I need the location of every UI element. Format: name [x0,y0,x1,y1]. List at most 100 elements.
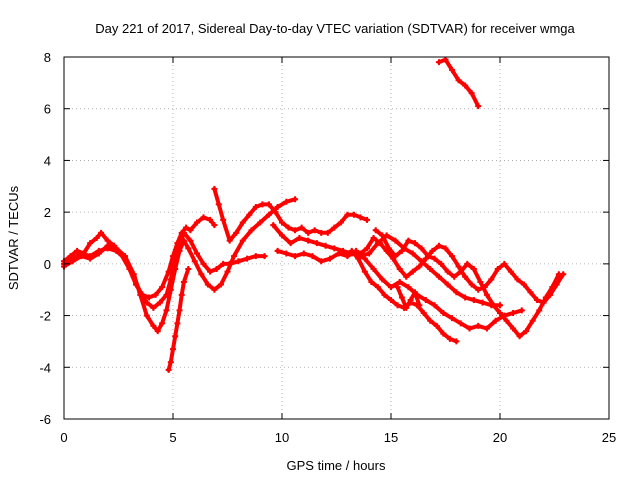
data-point [536,307,543,314]
data-point [239,237,246,244]
data-point [176,307,183,314]
data-point [407,297,414,304]
data-point [490,302,497,309]
data-point [167,359,174,366]
data-point [549,284,556,291]
data-point [542,294,549,301]
y-tick-label: 4 [44,153,51,168]
data-point [483,291,490,298]
data-point [477,278,484,285]
x-tick-label: 10 [275,430,289,445]
data-point [95,250,102,257]
data-point [403,304,410,311]
data-point [146,294,153,301]
data-point [252,253,259,260]
series-arc-5 [211,185,371,244]
data-point [143,299,150,306]
data-point [93,235,100,241]
data-point [211,222,218,229]
data-point [324,229,331,236]
data-point [183,224,190,231]
series-line [62,197,298,334]
data-point [364,216,371,223]
data-point [440,309,447,316]
data-point [361,255,368,262]
data-point [87,240,94,247]
data-point [374,284,381,291]
data-point [449,253,456,260]
data-point [74,247,81,254]
data-point [167,286,174,293]
data-point [272,209,279,216]
data-point [470,297,477,304]
data-point [372,227,379,234]
data-point [388,297,394,304]
data-point [483,325,490,332]
data-point [449,315,456,322]
data-point [388,284,394,291]
data-point [270,222,277,229]
data-point [440,330,447,337]
data-point [497,309,503,316]
data-point [462,273,469,280]
data-point [427,317,434,324]
data-point [326,255,333,262]
data-point [350,211,357,218]
y-tick-label: -4 [39,360,51,375]
series-line [62,230,267,310]
data-point [510,325,517,332]
data-point [416,263,423,270]
data-point [385,245,392,252]
data-point [156,299,163,306]
data-point [438,260,445,267]
data-point [215,201,222,208]
x-tick-label: 5 [169,430,176,445]
data-point [370,235,377,241]
data-point [468,281,475,288]
data-point [292,227,299,234]
data-point [468,90,475,97]
data-point [422,297,429,304]
data-point [510,309,517,316]
data-point [150,304,157,311]
data-point [427,266,434,273]
chart-title: Day 221 of 2017, Sidereal Day-to-day VTE… [95,21,575,36]
data-point [252,203,259,210]
data-point [368,278,375,285]
data-point [265,201,272,208]
data-point [248,227,255,234]
data-point [398,247,405,254]
data-point [98,229,105,236]
data-point [377,240,384,247]
data-point [394,284,401,291]
data-point [231,253,238,260]
data-point [457,268,464,275]
y-tick-label: -6 [39,412,51,427]
data-point [318,258,325,265]
data-point [396,266,403,273]
data-point [425,253,432,260]
data-point [337,219,344,226]
data-point [501,260,508,267]
data-point [431,302,438,309]
data-point [152,291,159,298]
data-point [176,247,183,254]
data-point [163,307,170,314]
data-point [187,237,194,244]
data-point [409,268,416,275]
x-tick-label: 0 [60,430,67,445]
data-point [292,196,299,203]
data-point [150,322,157,329]
data-point [355,255,362,262]
x-axis-label: GPS time / hours [287,458,386,473]
data-point [507,268,514,275]
data-point [514,276,521,283]
data-point [348,247,355,254]
data-point [298,224,305,231]
data-point [283,198,290,205]
data-point [233,229,240,236]
data-point [159,284,166,291]
data-point [442,245,449,252]
data-point [305,229,312,236]
data-point [444,268,451,275]
